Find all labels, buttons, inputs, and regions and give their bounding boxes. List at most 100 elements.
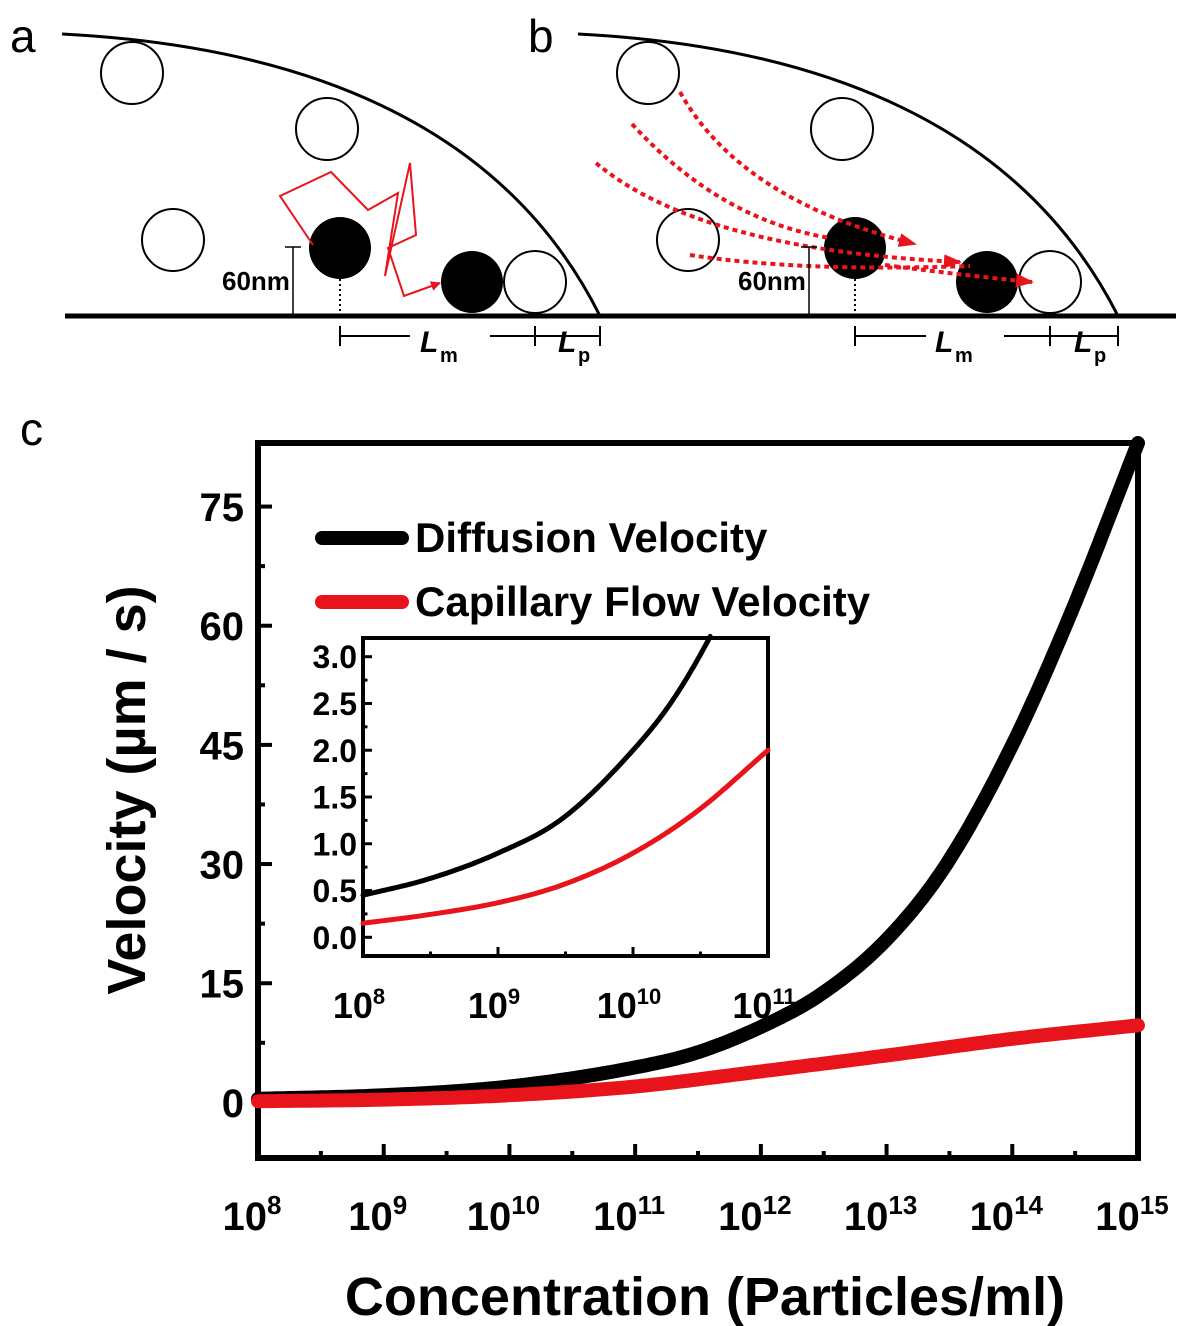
legend-label-diffusion: Diffusion Velocity: [415, 514, 768, 561]
y-tick-label: 1.0: [313, 826, 357, 862]
x-tick-exponent: 12: [763, 1190, 792, 1220]
panel-b-label: b: [528, 10, 554, 62]
random-walk-path: [278, 162, 441, 298]
x-tick-exponent: 10: [637, 984, 661, 1009]
main-chart: 108 109 1010 1011 1012 1013 1014 1015 015304560…: [97, 436, 1169, 1326]
y-axis-title: Velocity (µm / s): [97, 585, 157, 994]
particle-open: [656, 208, 720, 272]
legend-label-capillary: Capillary Flow Velocity: [415, 578, 871, 625]
inset-chart: 108 109 1010 1011 0.00.51.01.52.02.53.0: [313, 633, 796, 1026]
height-label: 60nm: [738, 266, 806, 296]
inset-plot-frame: [361, 636, 770, 958]
lp-subscript: p: [1094, 345, 1106, 367]
main-series: [251, 436, 1145, 1109]
x-tick-base: 10: [468, 985, 508, 1026]
x-tick-exponent: 11: [772, 984, 795, 1009]
panel-a-label: a: [10, 10, 36, 62]
x-tick-label: 1014: [970, 1190, 1044, 1239]
droplet-edge: [61, 32, 602, 317]
capillary-flow-arrow: [594, 161, 962, 269]
lm-label: L: [935, 326, 953, 359]
droplet-edge: [577, 32, 1120, 317]
y-tick-label: 2.0: [313, 733, 357, 769]
x-tick-label: 109: [468, 984, 520, 1026]
y-tick-label: 3.0: [313, 639, 357, 675]
panel-a: a 60nm L m L p: [10, 10, 660, 367]
x-tick-label: 1010: [467, 1190, 540, 1239]
y-tick-label: 30: [200, 843, 245, 887]
panel-b: b 60nm L m L p: [528, 10, 1176, 367]
series-line-diffusion: [360, 633, 713, 898]
lp-label: L: [558, 326, 576, 359]
x-tick-exponent: 14: [1014, 1190, 1043, 1220]
x-tick-label: 108: [223, 1190, 282, 1239]
x-tick-label: 109: [348, 1190, 407, 1239]
main-y-axis: 0 15 30 45 60 75: [200, 486, 272, 1126]
y-tick-label: 1.5: [313, 780, 357, 816]
x-tick-base: 10: [844, 1195, 889, 1239]
y-tick-label: 60: [200, 605, 245, 649]
y-tick-label: 75: [200, 486, 245, 530]
x-tick-exponent: 13: [888, 1190, 917, 1220]
x-tick-label: 1013: [844, 1190, 917, 1239]
x-tick-label: 1011: [732, 984, 795, 1026]
series-line-capillary: [251, 1018, 1145, 1109]
lm-subscript: m: [955, 345, 973, 367]
y-tick-label: 45: [200, 724, 245, 768]
capillary-flow-arrow: [678, 91, 917, 247]
particle-open: [141, 208, 205, 272]
x-tick-exponent: 9: [393, 1190, 407, 1220]
capillary-flow-arrow: [630, 122, 831, 240]
x-tick-label: 1015: [1095, 1190, 1168, 1239]
capillary-flow-arrow: [689, 253, 971, 270]
x-tick-label: 1011: [593, 1190, 665, 1239]
particle-filled: [441, 251, 503, 313]
x-tick-base: 10: [597, 985, 637, 1026]
y-tick-label: 15: [200, 963, 245, 1007]
lp-subscript: p: [578, 345, 590, 367]
x-tick-base: 10: [732, 985, 772, 1026]
x-tick-label: 108: [333, 984, 385, 1026]
particle-open: [100, 41, 164, 105]
height-label: 60nm: [222, 266, 290, 296]
legend: Diffusion Velocity Capillary Flow Veloci…: [315, 514, 871, 625]
particle-filled: [824, 217, 886, 279]
x-tick-base: 10: [333, 985, 373, 1026]
x-tick-base: 10: [1095, 1195, 1140, 1239]
panel-c: c 108 109 1010 1011 1012 1013 1014 1015 0153045…: [20, 403, 1169, 1326]
x-tick-exponent: 9: [508, 984, 520, 1009]
particle-filled: [309, 217, 371, 279]
lp-label: L: [1074, 326, 1092, 359]
x-tick-base: 10: [223, 1195, 268, 1239]
x-tick-exponent: 15: [1140, 1190, 1169, 1220]
inset-series: [360, 633, 771, 926]
x-tick-label: 1012: [718, 1190, 791, 1239]
x-tick-base: 10: [467, 1195, 512, 1239]
particle-open: [616, 41, 680, 105]
y-tick-label: 2.5: [313, 686, 357, 722]
x-axis-title: Concentration (Particles/ml): [345, 1267, 1065, 1326]
inset-y-axis: 0.0 0.5 1.0 1.5 2.0 2.5 3.0: [313, 639, 372, 956]
x-tick-base: 10: [348, 1195, 393, 1239]
particle-filled: [956, 251, 1018, 313]
x-tick-base: 10: [718, 1195, 763, 1239]
particle-open: [503, 250, 567, 314]
particle-open: [295, 97, 359, 161]
x-tick-exponent: 11: [638, 1190, 666, 1220]
x-tick-exponent: 8: [267, 1190, 281, 1220]
x-tick-base: 10: [593, 1195, 638, 1239]
lm-label: L: [420, 326, 438, 359]
y-tick-label: 0: [222, 1082, 244, 1126]
capillary-flow-arrow: [884, 263, 1034, 288]
main-x-axis: 108 109 1010 1011 1012 1013 1014 1015: [223, 1144, 1169, 1239]
lm-subscript: m: [440, 345, 458, 367]
x-tick-exponent: 10: [511, 1190, 540, 1220]
series-line-diffusion: [251, 436, 1145, 1106]
x-tick-base: 10: [970, 1195, 1015, 1239]
y-tick-label: 0.5: [313, 873, 357, 909]
particle-open: [810, 97, 874, 161]
x-tick-label: 1010: [597, 984, 662, 1026]
series-line-capillary: [360, 747, 771, 926]
y-tick-label: 0.0: [313, 920, 357, 956]
